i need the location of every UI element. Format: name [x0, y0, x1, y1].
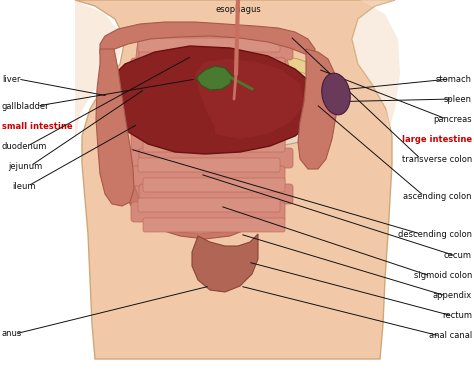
- FancyBboxPatch shape: [131, 58, 285, 78]
- Text: ileum: ileum: [12, 181, 36, 190]
- FancyBboxPatch shape: [143, 178, 285, 192]
- FancyBboxPatch shape: [138, 118, 280, 132]
- Text: sigmoid colon: sigmoid colon: [414, 272, 472, 280]
- Text: pancreas: pancreas: [433, 114, 472, 123]
- FancyBboxPatch shape: [139, 148, 293, 168]
- Text: esophagus: esophagus: [215, 5, 261, 14]
- Polygon shape: [100, 22, 315, 56]
- FancyBboxPatch shape: [138, 38, 280, 52]
- FancyBboxPatch shape: [139, 184, 293, 204]
- Text: descending colon: descending colon: [398, 230, 472, 239]
- Text: cecum: cecum: [444, 251, 472, 261]
- FancyBboxPatch shape: [138, 198, 280, 212]
- Text: large intestine: large intestine: [402, 135, 472, 144]
- Text: anus: anus: [2, 329, 22, 338]
- FancyBboxPatch shape: [143, 58, 285, 72]
- FancyBboxPatch shape: [143, 218, 285, 232]
- Polygon shape: [195, 59, 305, 139]
- Text: spleen: spleen: [444, 95, 472, 104]
- Polygon shape: [75, 0, 395, 359]
- Polygon shape: [188, 52, 340, 84]
- Polygon shape: [352, 0, 400, 134]
- Text: small intestine: small intestine: [2, 122, 73, 131]
- Text: jejunum: jejunum: [8, 162, 42, 171]
- FancyBboxPatch shape: [138, 78, 280, 92]
- FancyBboxPatch shape: [139, 76, 293, 96]
- Polygon shape: [102, 46, 318, 154]
- FancyBboxPatch shape: [139, 40, 293, 60]
- Text: appendix: appendix: [433, 291, 472, 300]
- Text: stomach: stomach: [436, 74, 472, 83]
- Polygon shape: [298, 49, 338, 169]
- Polygon shape: [130, 32, 290, 234]
- Text: liver: liver: [2, 74, 20, 83]
- Polygon shape: [128, 134, 282, 239]
- FancyBboxPatch shape: [143, 138, 285, 152]
- Polygon shape: [197, 66, 232, 90]
- FancyBboxPatch shape: [139, 112, 293, 132]
- FancyBboxPatch shape: [131, 202, 285, 222]
- FancyBboxPatch shape: [131, 130, 285, 150]
- FancyBboxPatch shape: [131, 94, 285, 114]
- FancyBboxPatch shape: [131, 166, 285, 186]
- FancyBboxPatch shape: [138, 158, 280, 172]
- Text: anal canal: anal canal: [429, 331, 472, 340]
- Text: duodenum: duodenum: [2, 141, 47, 150]
- Text: rectum: rectum: [442, 312, 472, 321]
- Polygon shape: [96, 49, 134, 206]
- Polygon shape: [252, 66, 335, 146]
- Text: gallbladder: gallbladder: [2, 101, 50, 110]
- Text: transverse colon: transverse colon: [402, 154, 472, 163]
- FancyBboxPatch shape: [143, 98, 285, 112]
- Polygon shape: [75, 0, 125, 144]
- Polygon shape: [192, 234, 258, 292]
- Text: ascending colon: ascending colon: [403, 191, 472, 200]
- Ellipse shape: [322, 73, 350, 115]
